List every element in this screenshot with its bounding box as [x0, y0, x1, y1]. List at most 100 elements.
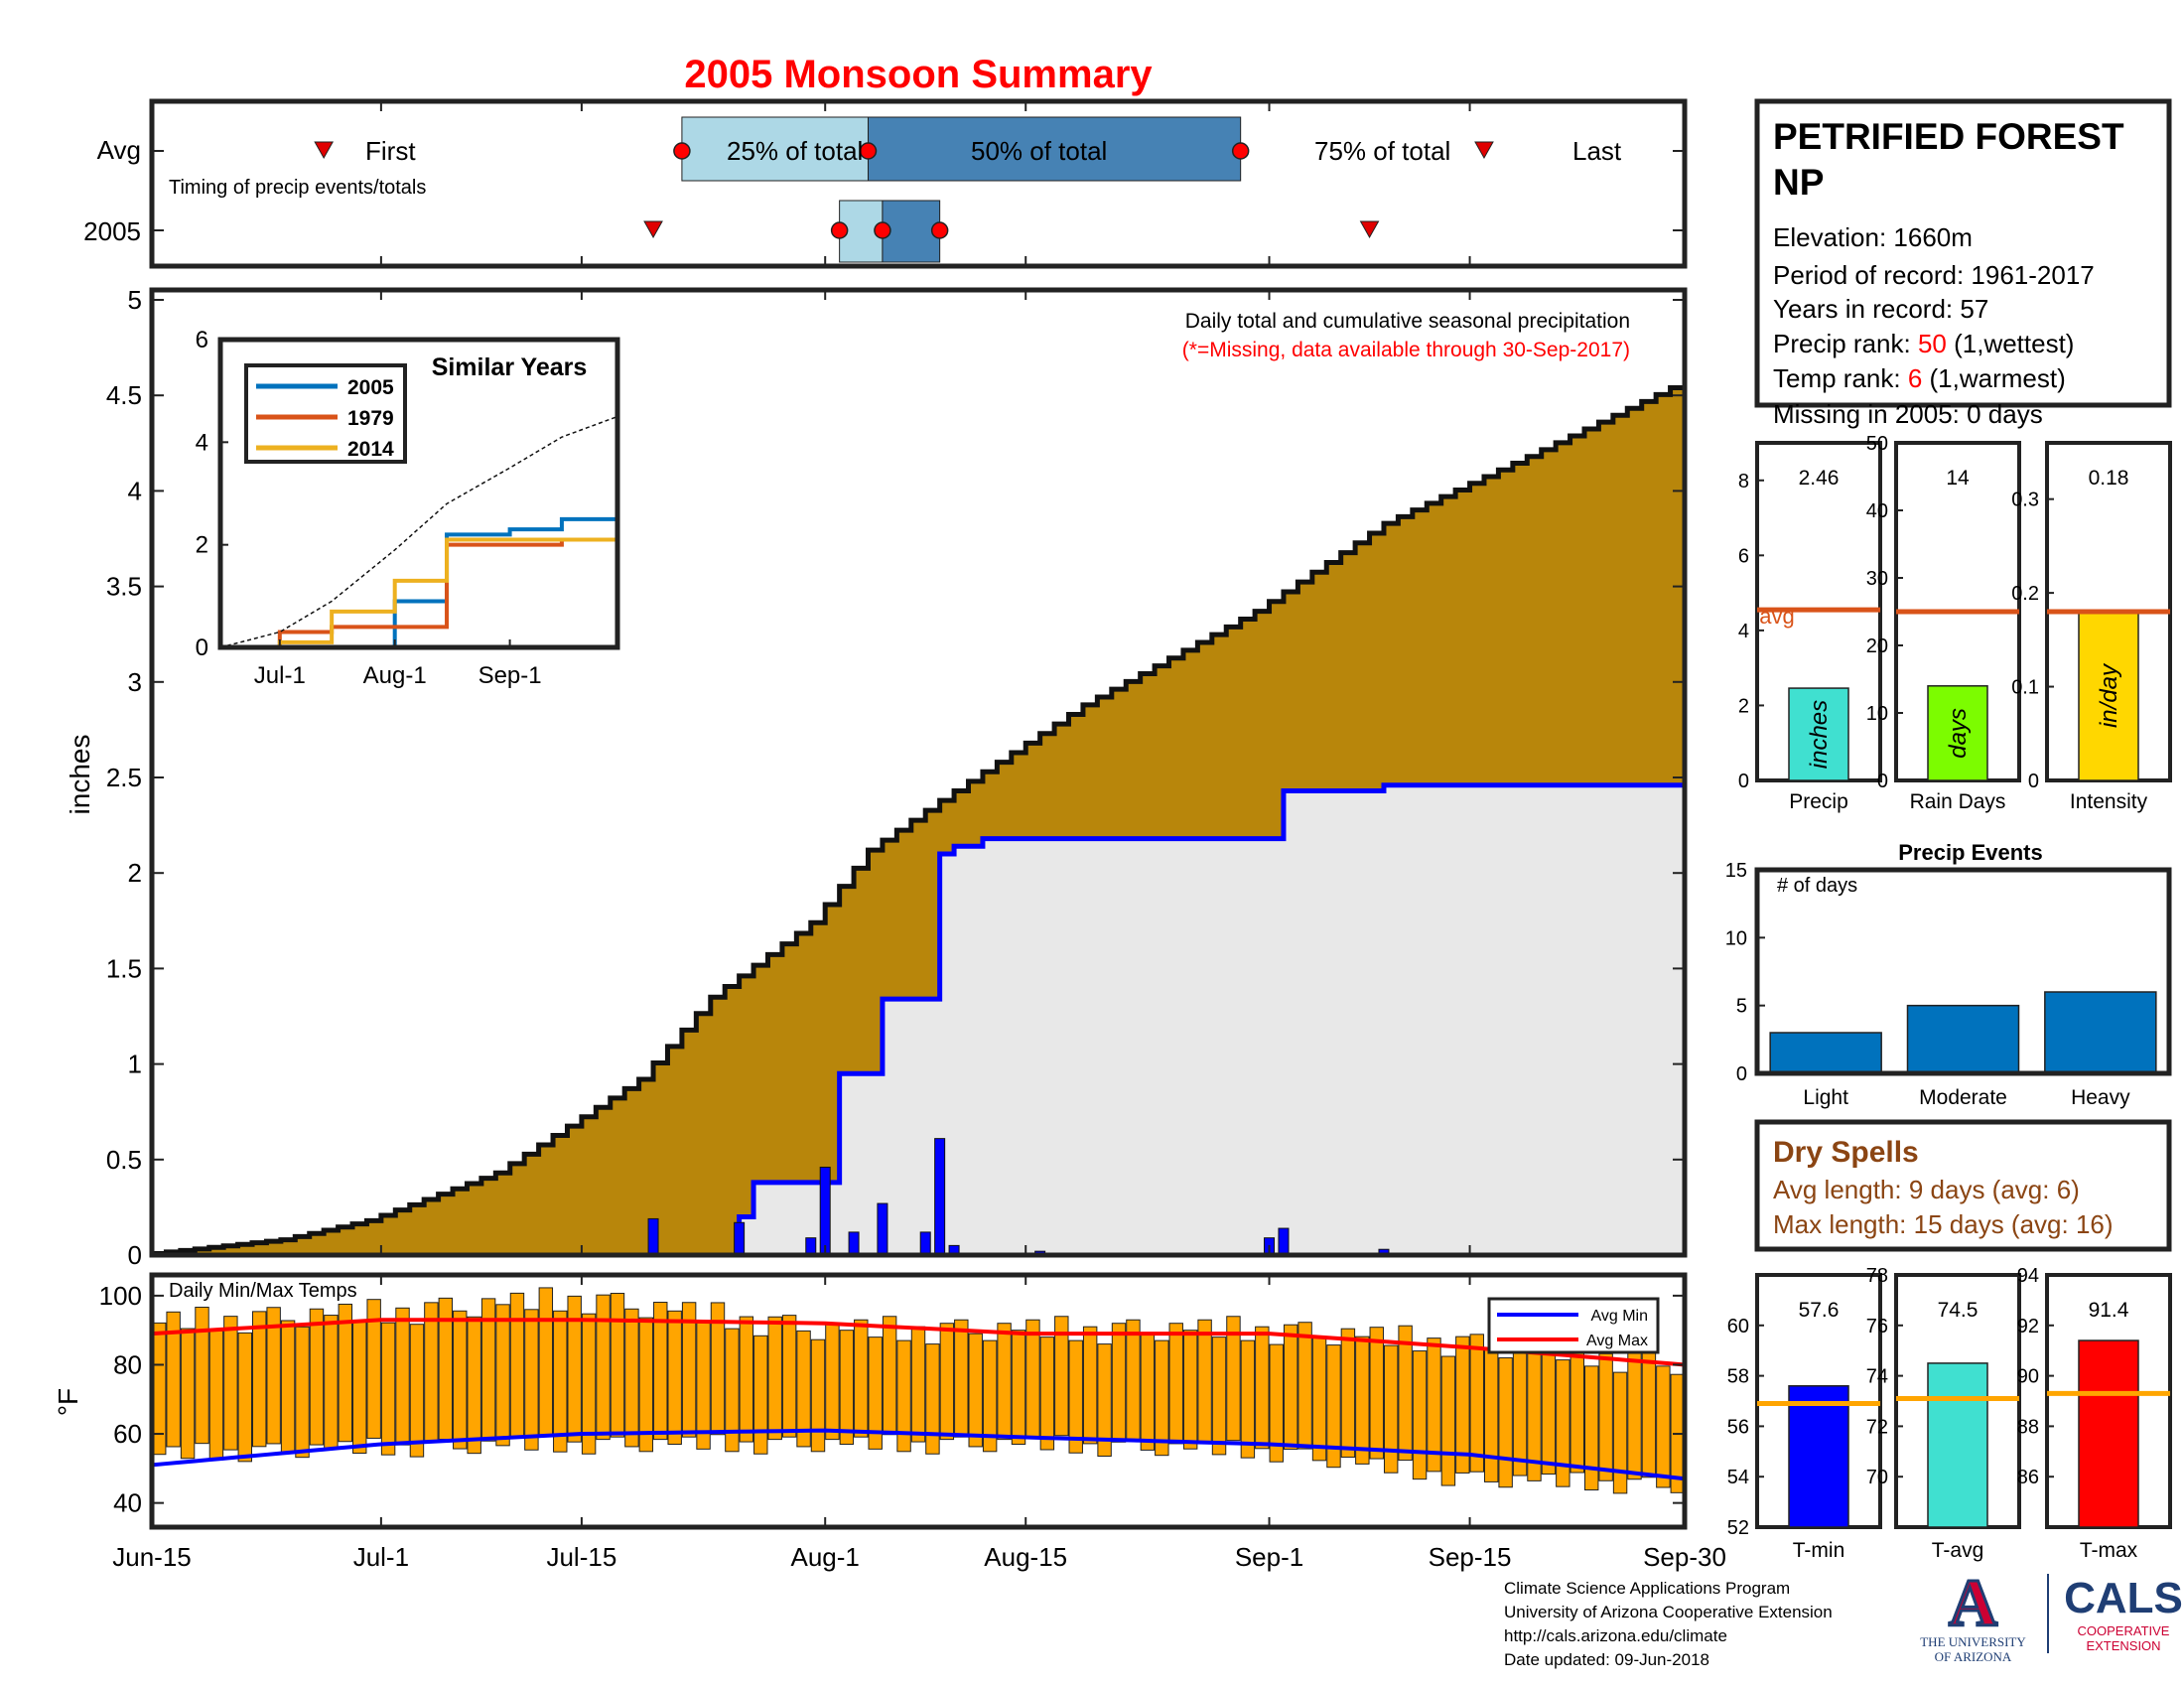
- event-bar-heavy: [2044, 991, 2157, 1074]
- mini-y-tick-label: 8: [1738, 471, 1749, 492]
- daily-precip-bar: [919, 1231, 931, 1256]
- daily-temp-bar: [1612, 1371, 1628, 1494]
- precip-y-tick-label: 4: [128, 476, 142, 505]
- daily-temp-bar: [1656, 1365, 1671, 1488]
- avg-first-marker: [314, 141, 335, 160]
- daily-temp-bar: [882, 1316, 897, 1436]
- daily-temp-bar: [681, 1302, 697, 1438]
- daily-temp-bar: [1455, 1336, 1470, 1474]
- events-plot: Light Moderate Heavy 0 5 10 15: [1725, 860, 2157, 1109]
- avg-cumulative-step-line: [152, 385, 1685, 1256]
- mini-y-tick-label: 94: [2017, 1265, 2039, 1287]
- inset-y-tick-label: 2: [196, 532, 208, 559]
- daily-temp-bar: [1427, 1337, 1441, 1473]
- mini-y-tick-label: 6: [1738, 545, 1749, 567]
- mini-unit-label: inches: [1806, 700, 1833, 769]
- daily-temp-bar: [338, 1303, 353, 1443]
- footer-line-3[interactable]: http://cals.arizona.edu/climate: [1504, 1626, 1727, 1645]
- daily-precip-bar: [734, 1221, 746, 1256]
- daily-temp-bar: [1240, 1339, 1256, 1459]
- year-cumulative-area: [152, 784, 1685, 1255]
- similar-years-title: Similar Years: [432, 353, 588, 381]
- mini-y-tick-label: 74: [1866, 1366, 1888, 1388]
- legend-avg-max: Avg Max: [1586, 1333, 1648, 1349]
- temp-y-label: °F: [53, 1388, 83, 1416]
- daily-temp-bar: [1283, 1324, 1298, 1451]
- precip-y-tick-label: 3: [128, 667, 142, 697]
- mini-value-label: 2.46: [1799, 467, 1840, 490]
- station-years: Years in record: 57: [1773, 294, 1988, 324]
- mini-value-label: 57.6: [1799, 1299, 1840, 1322]
- mini-y-tick-label: 92: [2017, 1316, 2039, 1337]
- mini-panel-t-max: 91.4 86 88 90 92 94 T-max: [2017, 1265, 2172, 1562]
- timing-marks: [152, 116, 1685, 263]
- inset-y-tick-label: 4: [196, 429, 208, 456]
- daily-temp-bar: [825, 1323, 840, 1441]
- daily-temp-bar: [610, 1293, 625, 1438]
- daily-temp-bar: [667, 1310, 682, 1445]
- daily-temp-bar: [195, 1307, 209, 1445]
- daily-temp-bar: [553, 1310, 568, 1453]
- precip-y-label: inches: [65, 735, 95, 815]
- daily-precip-bar: [647, 1217, 659, 1256]
- year-last-marker: [1359, 220, 1380, 239]
- daily-temp-bar: [467, 1316, 481, 1455]
- daily-temp-bar: [968, 1333, 983, 1448]
- cals-text-line1: COOPERATIVE: [2077, 1623, 2170, 1638]
- timing-first-label: First: [365, 136, 416, 166]
- precip-y-tick-label: 0.5: [106, 1145, 142, 1175]
- year-q75-marker: [930, 221, 949, 239]
- daily-temp-bar: [1255, 1326, 1270, 1450]
- mini-y-tick-label: 50: [1866, 433, 1888, 455]
- year-cumulative-line: [152, 782, 1685, 1258]
- daily-temp-bar: [237, 1332, 253, 1463]
- daily-temp-bar: [1556, 1359, 1570, 1487]
- mini-y-tick-label: 0.1: [2011, 677, 2039, 699]
- year-first-marker: [643, 220, 663, 239]
- mini-category-label: T-avg: [1932, 1539, 1984, 1562]
- daily-temp-bar: [1269, 1343, 1284, 1463]
- station-temp-rank: Temp rank: 6 (1,warmest): [1773, 363, 2066, 393]
- daily-temp-bar: [509, 1292, 525, 1439]
- mini-value-bar: [1927, 685, 1988, 781]
- daily-temp-bar: [1211, 1336, 1227, 1456]
- daily-temp-bar: [997, 1323, 1012, 1441]
- mini-category-label: Rain Days: [1910, 790, 2006, 813]
- daily-temp-bar: [653, 1302, 668, 1441]
- mini-category-label: T-max: [2080, 1539, 2138, 1562]
- precip-y-tick-label: 3.5: [106, 572, 142, 602]
- date-axis: Jun-15 Jul-1 Jul-15 Aug-1 Aug-15 Sep-1 Sep-15 S…: [112, 101, 1726, 1572]
- station-name-line2: NP: [1773, 162, 1824, 203]
- inset-avg-line: [219, 415, 618, 648]
- temp-y-axis: 40 60 80 100: [99, 1281, 1685, 1518]
- daily-temp-bar: [395, 1307, 410, 1446]
- mini-y-tick-label: 76: [1866, 1316, 1888, 1337]
- station-name-line1: PETRIFIED FOREST: [1773, 116, 2124, 157]
- daily-temp-bar: [1226, 1316, 1241, 1442]
- precip-events-title: Precip Events: [1898, 840, 2043, 865]
- similar-years-inset: 0 2 4 6 Jul-1 Aug-1 Sep-1 Similar Years 2005 1…: [196, 327, 620, 689]
- inset-x-tick-label: Jul-1: [254, 662, 306, 689]
- daily-temp-bar: [753, 1335, 768, 1455]
- cals-wordmark: CALS: [2064, 1574, 2183, 1622]
- daily-temp-bar: [1641, 1350, 1657, 1478]
- mini-y-tick-label: 90: [2017, 1366, 2039, 1388]
- station-precip-rank: Precip rank: 50 (1,wettest): [1773, 329, 2074, 358]
- temps-caption: Daily Min/Max Temps: [169, 1280, 357, 1302]
- ua-text-line1: THE UNIVERSITY: [1920, 1634, 2026, 1649]
- mini-value-label: 14: [1946, 467, 1970, 490]
- daily-temp-bar: [1111, 1323, 1127, 1443]
- daily-temp-bar: [1440, 1355, 1456, 1486]
- temp-panel: 40 60 80 100 °F Daily Min/Max Temps Avg Min…: [53, 1272, 1688, 1530]
- precip-y-tick-label: 4.5: [106, 380, 142, 410]
- missing-caption: (*=Missing, data available through 30-Se…: [1182, 339, 1630, 361]
- daily-temp-bar: [1469, 1334, 1484, 1473]
- mini-y-tick-label: 54: [1727, 1467, 1749, 1488]
- mini-value-label: 91.4: [2089, 1299, 2129, 1322]
- daily-temp-bar: [424, 1302, 439, 1443]
- mini-y-tick-label: 0: [2028, 771, 2039, 792]
- x-tick-label: Jul-15: [546, 1542, 616, 1572]
- mini-y-tick-label: 2: [1738, 695, 1749, 717]
- daily-temp-bar: [839, 1330, 855, 1445]
- temp-y-tick-label: 100: [99, 1281, 142, 1311]
